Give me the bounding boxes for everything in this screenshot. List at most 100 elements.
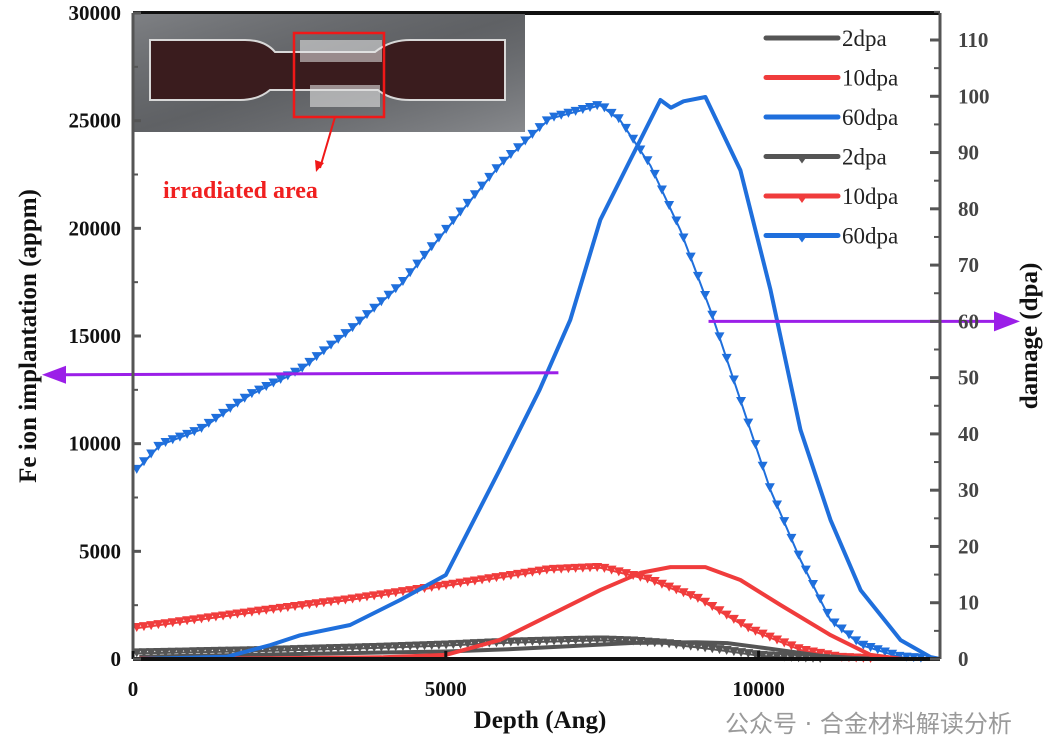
- legend-item: 2dpa: [763, 145, 887, 170]
- data-point-marker: [491, 164, 502, 174]
- y2-tick-label: 90: [958, 141, 979, 165]
- series-line: [139, 640, 884, 661]
- data-point-marker: [714, 606, 725, 616]
- data-point-marker: [218, 408, 229, 418]
- data-point-marker: [779, 517, 790, 527]
- data-point-marker: [577, 563, 588, 573]
- data-point-marker: [642, 574, 653, 584]
- data-point-marker: [800, 646, 811, 656]
- series-line: [139, 565, 903, 661]
- data-point-marker: [174, 432, 185, 442]
- y2-tick-label: 40: [958, 422, 979, 446]
- data-point-marker: [376, 642, 387, 652]
- data-point-marker: [433, 581, 444, 591]
- data-point-marker: [714, 332, 725, 342]
- data-point-marker: [541, 636, 552, 646]
- y2-tick-label: 50: [958, 366, 979, 390]
- data-point-marker: [304, 600, 315, 610]
- data-point-marker: [836, 624, 847, 634]
- data-point-marker: [412, 641, 423, 651]
- data-point-marker: [513, 637, 524, 647]
- data-point-marker: [174, 617, 185, 627]
- data-point-marker: [419, 641, 430, 651]
- data-point-marker: [426, 641, 437, 651]
- data-point-marker: [433, 233, 444, 243]
- data-point-marker: [290, 602, 301, 612]
- data-point-marker: [772, 500, 783, 510]
- legend: 2dpa 10dpa 60dpa 2dpa 10dpa 60dpa: [763, 26, 898, 249]
- data-point-marker: [138, 648, 149, 658]
- data-point-marker: [628, 134, 639, 144]
- data-point-marker: [671, 216, 682, 226]
- data-point-marker: [707, 644, 718, 654]
- data-point-marker: [815, 594, 826, 604]
- data-point-marker: [642, 156, 653, 166]
- data-point-marker: [304, 644, 315, 654]
- data-point-marker: [354, 643, 365, 653]
- data-point-marker: [210, 413, 221, 423]
- inset-label: irradiated area: [163, 178, 318, 204]
- data-point-marker: [333, 643, 344, 653]
- data-point-marker: [311, 352, 322, 362]
- axes-layer: 0 5000 10000 0 5000 10000 15000 20000 25000 30000…: [15, 1, 1043, 734]
- data-point-marker: [700, 290, 711, 300]
- data-point-marker: [376, 590, 387, 600]
- data-point-marker: [455, 578, 466, 588]
- data-point-marker: [268, 645, 279, 655]
- data-point-marker: [196, 614, 207, 624]
- data-point-marker: [210, 646, 221, 656]
- y2-tick-label: 100: [958, 84, 990, 108]
- data-point-marker: [146, 648, 157, 658]
- data-point-marker: [505, 637, 516, 647]
- data-point-marker: [325, 644, 336, 654]
- data-point-marker: [520, 136, 531, 146]
- data-point-marker: [167, 647, 178, 657]
- data-point-marker: [347, 323, 358, 333]
- data-point-marker: [189, 427, 200, 437]
- data-point-marker: [160, 438, 171, 448]
- data-point-marker: [570, 106, 581, 116]
- data-point-marker: [469, 639, 480, 649]
- legend-label: 60dpa: [842, 224, 898, 249]
- data-point-marker: [743, 649, 754, 659]
- y-tick-label: 25000: [69, 109, 122, 133]
- data-point-marker: [577, 104, 588, 114]
- data-point-marker: [541, 565, 552, 575]
- data-point-marker: [153, 620, 164, 630]
- data-point-marker: [246, 389, 257, 399]
- data-point-marker: [772, 635, 783, 645]
- specimen-photo-inset: [133, 14, 525, 132]
- y2-tick-label: 70: [958, 253, 979, 277]
- data-point-marker: [462, 198, 473, 208]
- data-point-marker: [541, 116, 552, 126]
- data-point-marker: [592, 101, 603, 111]
- data-point-marker: [405, 586, 416, 596]
- data-point-marker: [843, 630, 854, 640]
- legend-label: 2dpa: [842, 26, 887, 51]
- y2-tick-label: 0: [958, 647, 969, 671]
- data-point-marker: [527, 637, 538, 647]
- data-point-marker: [563, 636, 574, 646]
- data-point-marker: [721, 646, 732, 656]
- data-point-marker: [851, 636, 862, 646]
- data-point-marker: [390, 642, 401, 652]
- y-tick-label: 15000: [69, 324, 122, 348]
- data-point-marker: [728, 614, 739, 624]
- data-point-marker: [556, 110, 567, 120]
- data-point-marker: [491, 573, 502, 583]
- data-point-marker: [685, 591, 696, 601]
- data-point-marker: [261, 382, 272, 392]
- data-point-marker: [534, 566, 545, 576]
- data-point-marker: [333, 596, 344, 606]
- legend-item: 60dpa: [763, 224, 898, 249]
- legend-marker-icon: [797, 156, 807, 164]
- data-point-marker: [239, 608, 250, 618]
- legend-label: 2dpa: [842, 145, 887, 170]
- data-point-marker: [520, 568, 531, 578]
- data-point-marker: [685, 252, 696, 262]
- data-point-marker: [498, 156, 509, 166]
- data-point-marker: [815, 648, 826, 658]
- data-point-marker: [397, 276, 408, 286]
- data-point-marker: [160, 647, 171, 657]
- data-point-marker: [189, 647, 200, 657]
